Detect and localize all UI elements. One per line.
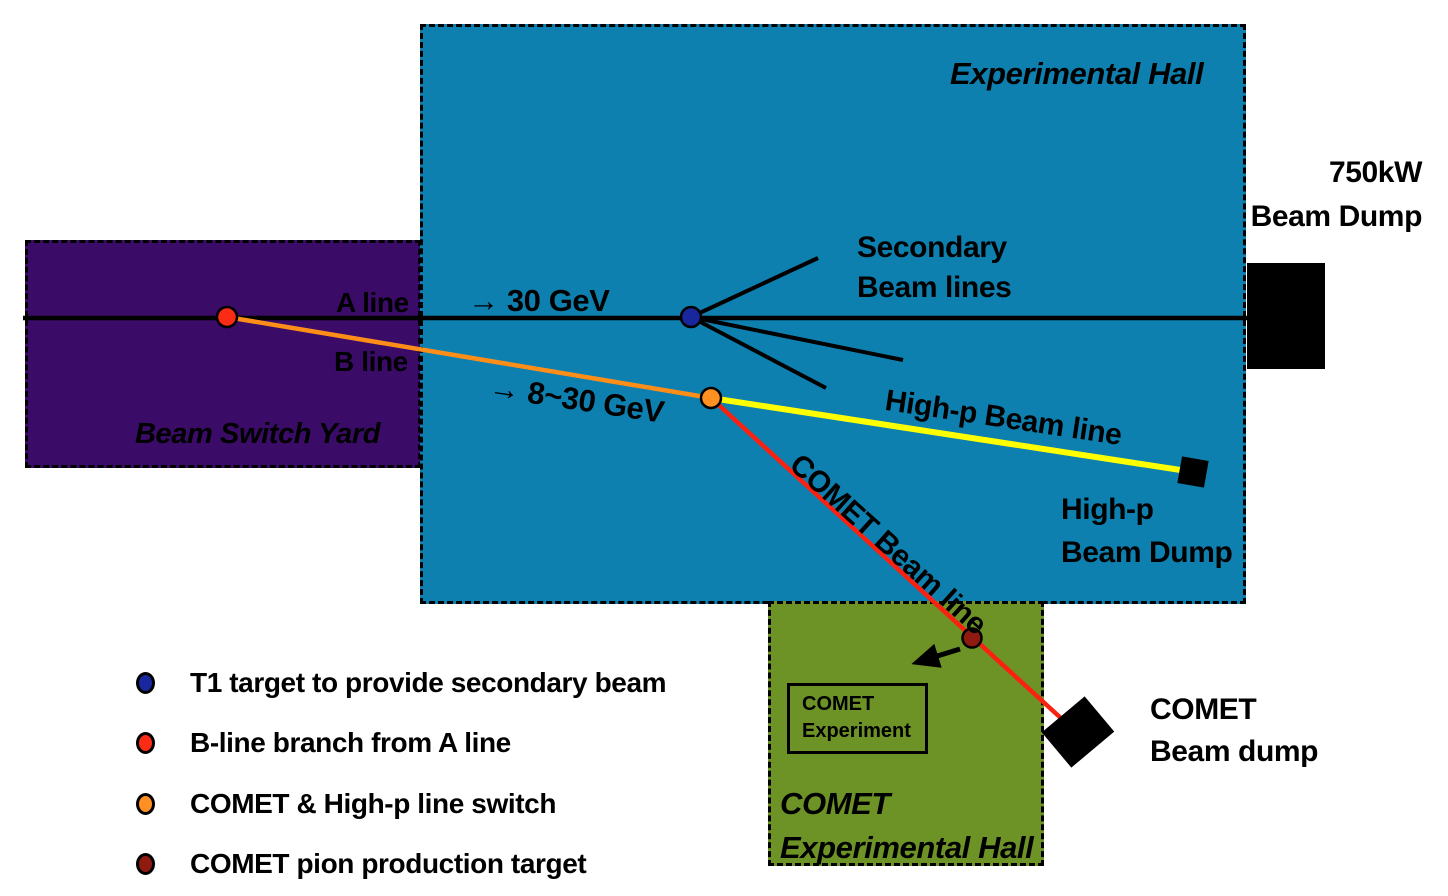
legend-label: B-line branch from A line <box>190 727 511 758</box>
pion-target-legend-dot <box>136 853 155 875</box>
t1-target-legend-dot <box>136 672 155 694</box>
comet-beam-dump-block <box>1041 696 1115 768</box>
main-beam-dump-label-line2: Beam Dump <box>1250 199 1423 233</box>
secondary-beam-lines-label-line1: Secondary <box>857 231 1007 264</box>
b-line-branch-legend-dot <box>136 732 155 754</box>
legend-item-t1-target: T1 target to provide secondary beam <box>136 667 667 699</box>
experimental-hall-title: Experimental Hall <box>950 56 1204 91</box>
comet-hall-title-line2: Experimental Hall <box>780 830 1034 866</box>
legend-item-line-switch: COMET & High-p line switch <box>136 788 556 820</box>
comet-beam-dump-label-line1: COMET <box>1150 693 1257 726</box>
legend-item-b-line-branch: B-line branch from A line <box>136 727 511 759</box>
main-beam-dump-label-line1: 750kW <box>1328 156 1422 189</box>
b-line-label: B line <box>334 346 408 377</box>
main-beam-dump-label: 750kW Beam Dump <box>1240 151 1423 238</box>
comet-hall-title-line1: COMET <box>780 786 890 821</box>
comet-experiment-box-line1: COMET <box>802 693 875 715</box>
beam-switch-yard-title: Beam Switch Yard <box>135 418 381 450</box>
secondary-beam-lines-label-line2: Beam lines <box>857 270 1012 304</box>
legend-label: T1 target to provide secondary beam <box>190 667 667 698</box>
high-p-beam-dump-label: High-p Beam Dump <box>1061 489 1233 574</box>
high-p-beam-dump-label-line2: Beam Dump <box>1061 535 1233 569</box>
comet-beam-dump-label-line2: Beam dump <box>1150 735 1319 768</box>
main-beam-dump-block <box>1247 263 1325 369</box>
a-line-label: A line <box>336 287 409 318</box>
a-line-energy-label: → 30 GeV <box>468 283 610 318</box>
comet-experiment-box-line2: Experiment <box>802 720 911 742</box>
legend-item-pion-target: COMET pion production target <box>136 848 587 880</box>
line-switch-legend-dot <box>136 793 155 815</box>
secondary-beam-lines-label: Secondary Beam lines <box>857 228 1012 308</box>
high-p-beam-dump-label-line1: High-p <box>1061 493 1154 526</box>
legend-label: COMET pion production target <box>190 848 587 879</box>
comet-hall-title: COMET Experimental Hall <box>780 782 1034 870</box>
comet-experiment-box: COMET Experiment <box>787 683 928 754</box>
comet-beam-dump-label: COMET Beam dump <box>1150 689 1319 773</box>
legend-label: COMET & High-p line switch <box>190 788 557 819</box>
